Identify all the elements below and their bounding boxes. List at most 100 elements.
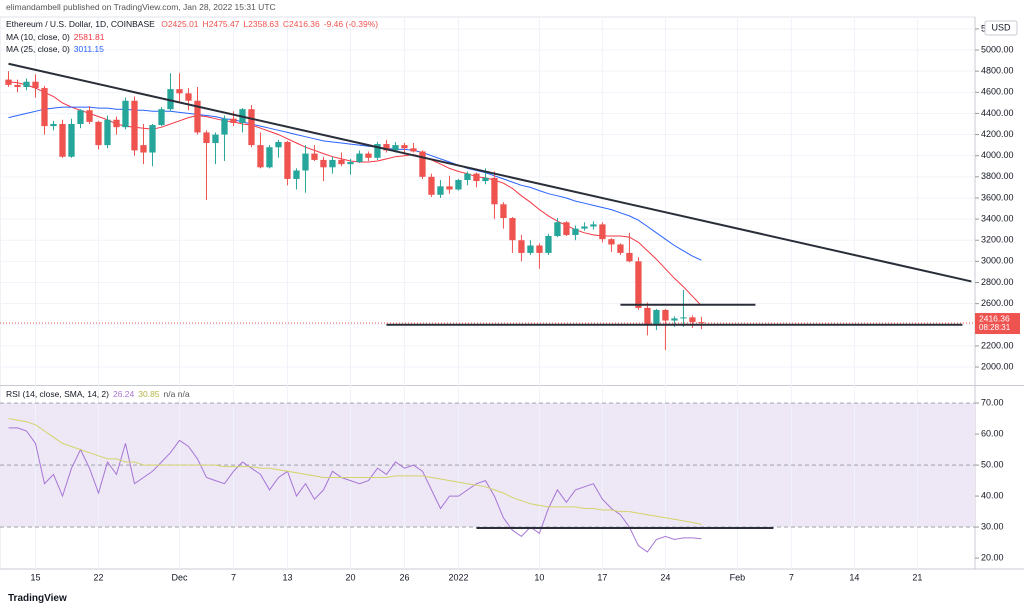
ma25-legend: MA (25, close, 0) 3011.15 — [6, 44, 108, 54]
candle-body — [635, 261, 642, 308]
x-tick-label: Dec — [171, 572, 188, 582]
candle-body — [482, 177, 489, 182]
candle-body — [266, 147, 273, 168]
change: -9.46 (-0.39%) — [323, 19, 379, 29]
x-tick-label: 17 — [597, 572, 607, 582]
candle-body — [329, 159, 336, 168]
y-tick-label: 4600.00 — [981, 87, 1014, 97]
candle-body — [563, 222, 570, 235]
candle-body — [698, 322, 705, 324]
candle-body — [320, 159, 327, 168]
candle-body — [257, 145, 264, 168]
ohlc-value: 2475.47 — [208, 19, 240, 29]
candle-body — [212, 134, 219, 144]
candle-body — [50, 123, 57, 127]
symbol-title: Ethereum / U.S. Dollar, 1D, COINBASE — [6, 19, 155, 29]
candle-body — [680, 317, 687, 319]
candle-body — [491, 177, 498, 205]
candle-body — [473, 173, 480, 182]
candle-body — [446, 186, 453, 190]
y-tick-label: 5000.00 — [981, 44, 1014, 54]
y-tick-label: 2800.00 — [981, 277, 1014, 287]
ohlc-key: H — [202, 19, 209, 29]
candle-body — [644, 307, 651, 325]
ohlc-value: 2416.36 — [289, 19, 320, 29]
rsi-line — [8, 427, 702, 553]
candle-body — [509, 218, 516, 241]
ohlc-value: 2358.63 — [248, 19, 279, 29]
x-tick-label: 26 — [399, 572, 409, 582]
legend-value: 2581.81 — [73, 32, 105, 42]
candle-body — [176, 89, 183, 94]
candle-body — [554, 222, 561, 237]
candle-body — [437, 186, 444, 195]
ma10-legend: MA (10, close, 0) 2581.81 — [6, 32, 109, 42]
candle-body — [356, 153, 363, 163]
candle-body — [5, 79, 12, 85]
candle-body — [536, 245, 543, 253]
candle-body — [14, 84, 21, 88]
candle-body — [86, 110, 93, 122]
y-tick-label: 4000.00 — [981, 150, 1014, 160]
candle-body — [500, 204, 507, 219]
ohlc-key: C — [282, 19, 290, 29]
currency-box — [984, 20, 1018, 36]
y-tick-label: 3800.00 — [981, 171, 1014, 181]
moving-average — [8, 106, 702, 261]
y-tick-label: 4200.00 — [981, 129, 1014, 139]
x-tick-label: 2022 — [448, 572, 468, 582]
candle-body — [104, 119, 111, 146]
x-tick-label: 20 — [345, 572, 355, 582]
candle-body — [158, 109, 165, 126]
candle-body — [338, 159, 345, 165]
candle-body — [662, 309, 669, 321]
candle-body — [113, 119, 120, 128]
candle-body — [581, 226, 588, 229]
candle-body — [608, 239, 615, 245]
candle-body — [41, 88, 48, 127]
candle-body — [302, 153, 309, 171]
candle-body — [284, 141, 291, 179]
y-tick-label: 70.00 — [981, 397, 1004, 407]
candle-body — [59, 123, 66, 157]
candle-body — [626, 252, 633, 262]
footer-logo: TradingView — [8, 593, 67, 604]
x-tick-label: 15 — [30, 572, 40, 582]
candle-body — [230, 118, 237, 123]
ohlc-key: O — [161, 19, 168, 29]
y-tick-label: 4800.00 — [981, 66, 1014, 76]
ohlc-key: L — [243, 19, 249, 29]
candle-body — [23, 81, 30, 88]
candle-body — [149, 125, 156, 153]
candle-body — [419, 151, 426, 177]
x-tick-label: 24 — [660, 572, 670, 582]
candle-body — [671, 318, 678, 321]
candle-body — [185, 93, 192, 101]
x-tick-label: 22 — [93, 572, 103, 582]
candle-body — [194, 100, 201, 133]
candle-body — [68, 123, 75, 157]
candle-body — [221, 118, 228, 135]
candle-body — [455, 179, 462, 190]
candle-body — [293, 170, 300, 179]
ohlc-value: 2425.01 — [167, 19, 199, 29]
x-tick-label: 14 — [849, 572, 859, 582]
candle-body — [617, 244, 624, 253]
candle-body — [401, 145, 408, 149]
price-label-box — [975, 313, 1020, 335]
legend-value: 3011.15 — [73, 44, 104, 54]
ohlc: O2425.01 H2475.47 L2358.63 C2416.36 -9.46 (-… — [161, 19, 382, 29]
candle-body — [464, 173, 471, 180]
price-legend: Ethereum / U.S. Dollar, 1D, COINBASE O24… — [6, 19, 386, 29]
candle-body — [599, 224, 606, 240]
candle-body — [275, 141, 282, 148]
candle-body — [518, 240, 525, 253]
candle-body — [383, 144, 390, 151]
legend-value: 26.24 — [112, 389, 135, 399]
candle-body — [95, 121, 102, 146]
candle-body — [203, 132, 210, 144]
y-tick-label: 3000.00 — [981, 256, 1014, 266]
candle-body — [527, 245, 534, 253]
